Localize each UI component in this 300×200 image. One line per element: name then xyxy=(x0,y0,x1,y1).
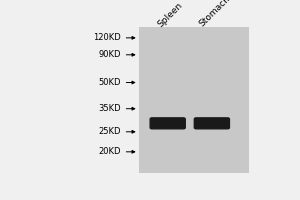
Text: Spleen: Spleen xyxy=(155,0,184,29)
Text: 35KD: 35KD xyxy=(99,104,121,113)
Text: 50KD: 50KD xyxy=(99,78,121,87)
FancyBboxPatch shape xyxy=(194,118,230,129)
Text: 25KD: 25KD xyxy=(99,127,121,136)
FancyBboxPatch shape xyxy=(150,118,185,129)
Text: 20KD: 20KD xyxy=(99,147,121,156)
Text: Stomach: Stomach xyxy=(197,0,232,29)
Text: 90KD: 90KD xyxy=(99,50,121,59)
Bar xyxy=(139,27,249,173)
Text: 120KD: 120KD xyxy=(94,33,121,42)
